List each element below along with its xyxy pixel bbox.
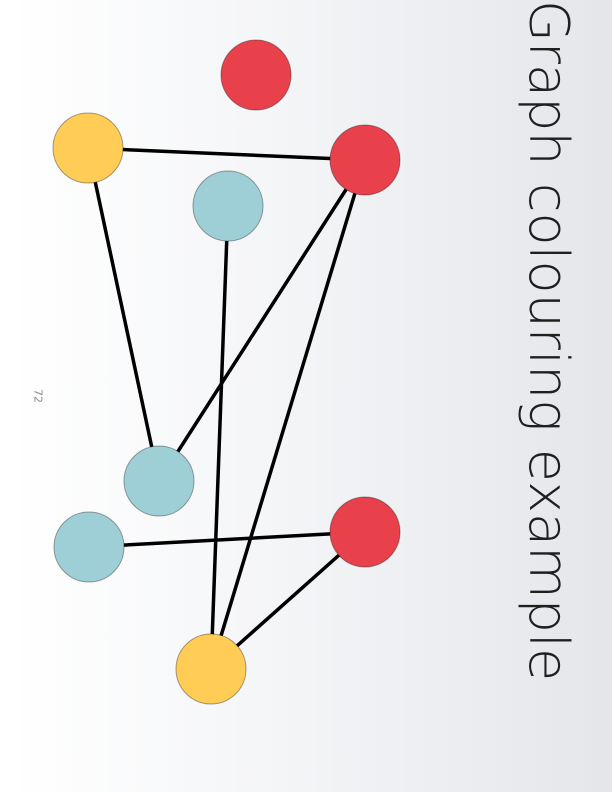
- node-n6-teal: [53, 511, 125, 583]
- edge-n4-n8: [209, 204, 230, 671]
- node-n4-teal: [192, 170, 264, 242]
- node-n7-red: [329, 496, 401, 568]
- edge-n6-n7: [87, 530, 367, 549]
- node-n2-yellow: [52, 112, 124, 184]
- node-n1-red: [220, 39, 292, 111]
- edge-n3-n8: [209, 158, 367, 671]
- edge-n2-n5: [86, 146, 161, 483]
- node-n5-teal: [123, 445, 195, 517]
- node-n8-yellow: [175, 633, 247, 705]
- nodes-layer: [52, 39, 401, 705]
- node-n3-red: [329, 124, 401, 196]
- edge-n3-n5: [157, 158, 367, 483]
- edge-n2-n3: [86, 146, 367, 162]
